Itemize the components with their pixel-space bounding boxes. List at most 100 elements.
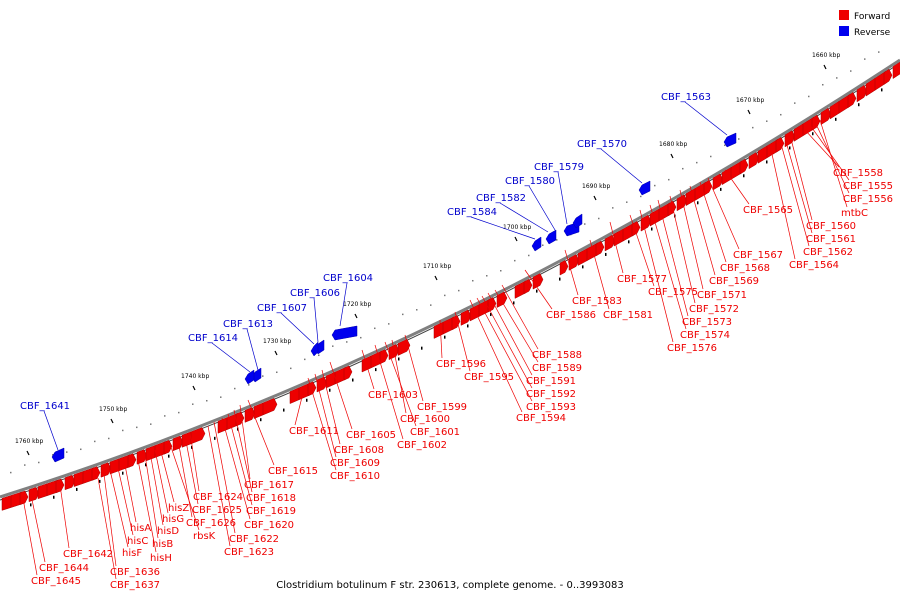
reverse-gene-label[interactable]: CBF_1563 [661,92,711,103]
reverse-gene-block[interactable] [723,132,737,148]
forward-gene-block[interactable] [559,260,569,276]
forward-gene-block[interactable] [307,381,317,397]
forward-gene-label[interactable]: CBF_1589 [532,363,582,374]
forward-gene-label[interactable]: CBF_1593 [526,402,576,413]
reverse-gene-block[interactable] [244,369,255,385]
forward-gene-label[interactable]: hisC [127,536,148,547]
forward-gene-block[interactable] [739,158,749,175]
forward-gene-block[interactable] [172,435,184,452]
forward-gene-block[interactable] [703,179,713,196]
forward-gene-block[interactable] [163,439,173,455]
forward-gene-label[interactable]: CBF_1600 [400,414,450,425]
forward-gene-label[interactable]: CBF_1555 [843,181,893,192]
reverse-gene-block[interactable] [572,213,583,229]
forward-gene-label[interactable]: CBF_1556 [843,194,893,205]
forward-gene-block[interactable] [712,173,724,191]
forward-gene-label[interactable]: CBF_1576 [667,343,717,354]
forward-gene-label[interactable]: CBF_1637 [110,580,160,591]
reverse-gene-label[interactable]: CBF_1641 [20,401,70,412]
forward-gene-label[interactable]: hisG [162,514,184,525]
forward-gene-label[interactable]: CBF_1561 [806,234,856,245]
reverse-gene-label[interactable]: CBF_1580 [505,176,555,187]
forward-gene-block[interactable] [811,114,821,131]
forward-gene-label[interactable]: CBF_1592 [526,389,576,400]
forward-gene-label[interactable]: CBF_1595 [464,372,514,383]
forward-gene-block[interactable] [523,278,533,295]
reverse-gene-block[interactable] [638,180,651,196]
forward-gene-block[interactable] [28,487,40,503]
forward-gene-label[interactable]: CBF_1588 [532,350,582,361]
forward-gene-block[interactable] [487,297,497,313]
forward-gene-label[interactable]: CBF_1617 [244,480,294,491]
forward-gene-label[interactable]: CBF_1642 [63,549,113,560]
forward-gene-label[interactable]: CBF_1599 [417,402,467,413]
forward-gene-label[interactable]: CBF_1574 [680,330,730,341]
forward-gene-label[interactable]: CBF_1609 [330,458,380,469]
forward-gene-block[interactable] [892,61,900,80]
reverse-gene-block[interactable] [531,236,542,252]
forward-gene-label[interactable]: CBF_1564 [789,260,839,271]
reverse-gene-block[interactable] [331,325,358,341]
forward-gene-label[interactable]: CBF_1568 [720,263,770,274]
forward-gene-label[interactable]: CBF_1605 [346,430,396,441]
forward-gene-label[interactable]: CBF_1586 [546,310,596,321]
forward-gene-label[interactable]: CBF_1610 [330,471,380,482]
forward-gene-block[interactable] [64,474,76,491]
forward-gene-block[interactable] [847,92,857,109]
forward-gene-block[interactable] [667,200,677,217]
forward-gene-block[interactable] [100,462,112,478]
forward-gene-block[interactable] [262,398,278,416]
forward-gene-block[interactable] [595,240,605,257]
forward-gene-label[interactable]: CBF_1603 [368,390,418,401]
forward-gene-label[interactable]: hisD [157,526,179,537]
forward-gene-label[interactable]: CBF_1581 [603,310,653,321]
forward-gene-label[interactable]: CBF_1565 [743,205,793,216]
reverse-gene-label[interactable]: CBF_1613 [223,319,273,330]
forward-gene-label[interactable]: CBF_1591 [526,376,576,387]
forward-gene-label[interactable]: CBF_1575 [648,287,698,298]
forward-gene-label[interactable]: CBF_1608 [334,445,384,456]
reverse-gene-label[interactable]: CBF_1570 [577,139,627,150]
forward-gene-label[interactable]: CBF_1620 [244,520,294,531]
forward-gene-label[interactable]: CBF_1602 [397,440,447,451]
reverse-gene-label[interactable]: CBF_1582 [476,193,526,204]
forward-gene-label[interactable]: CBF_1626 [186,518,236,529]
forward-gene-label[interactable]: CBF_1562 [803,247,853,258]
forward-gene-label[interactable]: CBF_1625 [192,505,242,516]
forward-gene-label[interactable]: CBF_1577 [617,274,667,285]
forward-gene-label[interactable]: CBF_1622 [229,534,279,545]
forward-gene-block[interactable] [460,309,472,326]
forward-gene-label[interactable]: hisF [122,548,142,559]
forward-gene-label[interactable]: CBF_1644 [39,563,89,574]
forward-gene-block[interactable] [91,466,101,481]
forward-gene-block[interactable] [856,84,868,103]
forward-gene-label[interactable]: CBF_1624 [193,492,243,503]
forward-gene-label[interactable]: CBF_1645 [31,576,81,587]
forward-gene-label[interactable]: CBF_1573 [682,317,732,328]
forward-gene-block[interactable] [676,194,688,212]
forward-gene-block[interactable] [748,152,760,170]
forward-gene-label[interactable]: mtbC [841,208,868,219]
forward-gene-label[interactable]: CBF_1601 [410,427,460,438]
forward-gene-label[interactable]: CBF_1636 [110,567,160,578]
forward-gene-label[interactable]: CBF_1571 [697,290,747,301]
forward-gene-label[interactable]: CBF_1618 [246,493,296,504]
reverse-gene-label[interactable]: CBF_1606 [290,288,340,299]
reverse-gene-block[interactable] [545,229,557,245]
reverse-gene-label[interactable]: CBF_1584 [447,207,497,218]
forward-gene-block[interactable] [379,349,389,365]
forward-gene-label[interactable]: CBF_1615 [268,466,318,477]
forward-gene-label[interactable]: CBF_1567 [733,250,783,261]
forward-gene-block[interactable] [127,453,137,468]
reverse-gene-block[interactable] [310,341,319,357]
forward-gene-block[interactable] [343,365,353,381]
reverse-gene-block[interactable] [51,447,65,463]
forward-gene-label[interactable]: hisZ [168,503,189,514]
forward-gene-block[interactable] [784,130,796,148]
forward-gene-block[interactable] [883,68,893,85]
forward-gene-label[interactable]: CBF_1594 [516,413,566,424]
forward-gene-label[interactable]: CBF_1560 [806,221,856,232]
forward-gene-block[interactable] [631,221,641,237]
forward-gene-block[interactable] [496,291,508,308]
forward-gene-label[interactable]: CBF_1619 [246,506,296,517]
